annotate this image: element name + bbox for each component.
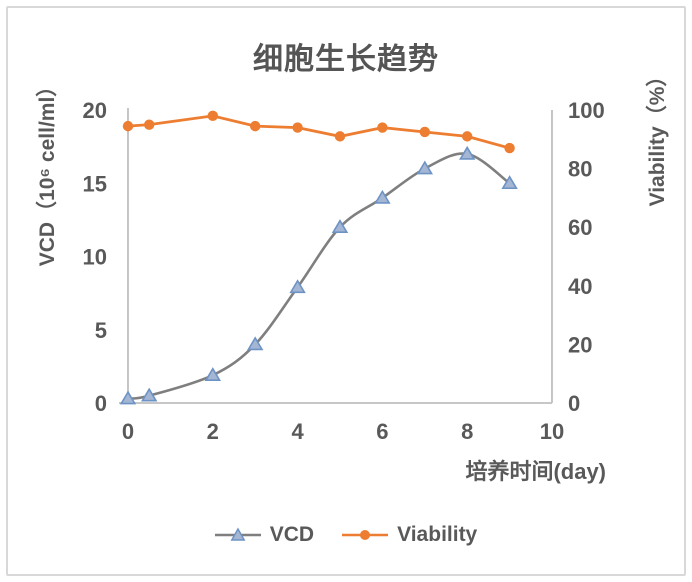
vcd-marker (119, 390, 137, 405)
x-axis-tick-label: 6 (376, 419, 388, 444)
viability-marker (250, 120, 261, 132)
right-axis-tick-label: 0 (568, 391, 580, 416)
viability-marker (334, 131, 346, 142)
viability-marker (144, 119, 155, 130)
viability-marker (419, 126, 430, 138)
vcd-marker (501, 175, 518, 190)
x-axis-tick-label: 0 (122, 419, 134, 444)
left-axis-tick-label: 15 (83, 171, 107, 196)
viability-marker (377, 122, 388, 133)
vcd-marker (246, 336, 264, 351)
x-axis-tick-label: 8 (461, 419, 473, 444)
vcd-marker (140, 387, 158, 402)
vcd-marker (458, 145, 476, 160)
viability-line (127, 114, 510, 150)
legend-item-viability: Viability (342, 523, 477, 547)
vcd-line (127, 152, 511, 400)
viability-marker (462, 131, 473, 142)
vcd-marker (374, 189, 391, 204)
right-axis-tick-label: 40 (568, 274, 592, 299)
right-axis-tick-label: 20 (568, 332, 592, 357)
left-axis-tick-label: 10 (83, 245, 107, 270)
vcd-marker (289, 279, 306, 294)
legend-item-vcd: VCD (214, 523, 315, 547)
viability-marker (207, 110, 218, 122)
right-axis-tick-label: 60 (568, 215, 592, 240)
legend-label: VCD (269, 523, 315, 546)
chart-title: 细胞生长趋势 (253, 43, 439, 76)
viability-marker (504, 142, 515, 154)
left-axis-tick-label: 5 (95, 318, 107, 343)
vcd-marker (416, 160, 434, 175)
right-axis-tick-label: 80 (568, 157, 592, 182)
viability-legend-marker-icon (342, 530, 389, 540)
viability-marker (122, 120, 134, 132)
legend-label: Viability (397, 523, 478, 546)
left-axis-tick-label: 0 (95, 391, 107, 416)
legend: VCD Viability (0, 523, 692, 547)
right-axis-tick-label: 100 (568, 98, 605, 123)
x-axis-tick-label: 4 (291, 419, 304, 444)
vcd-legend-marker-icon (214, 527, 261, 541)
x-axis-tick-label: 10 (540, 419, 564, 444)
vcd-marker (331, 219, 349, 233)
x-axis-title: 培养时间(day) (465, 459, 606, 484)
viability-marker (292, 122, 303, 133)
x-axis-tick-label: 2 (207, 419, 219, 444)
left-axis-tick-label: 20 (83, 98, 107, 123)
vcd-marker (204, 367, 222, 381)
